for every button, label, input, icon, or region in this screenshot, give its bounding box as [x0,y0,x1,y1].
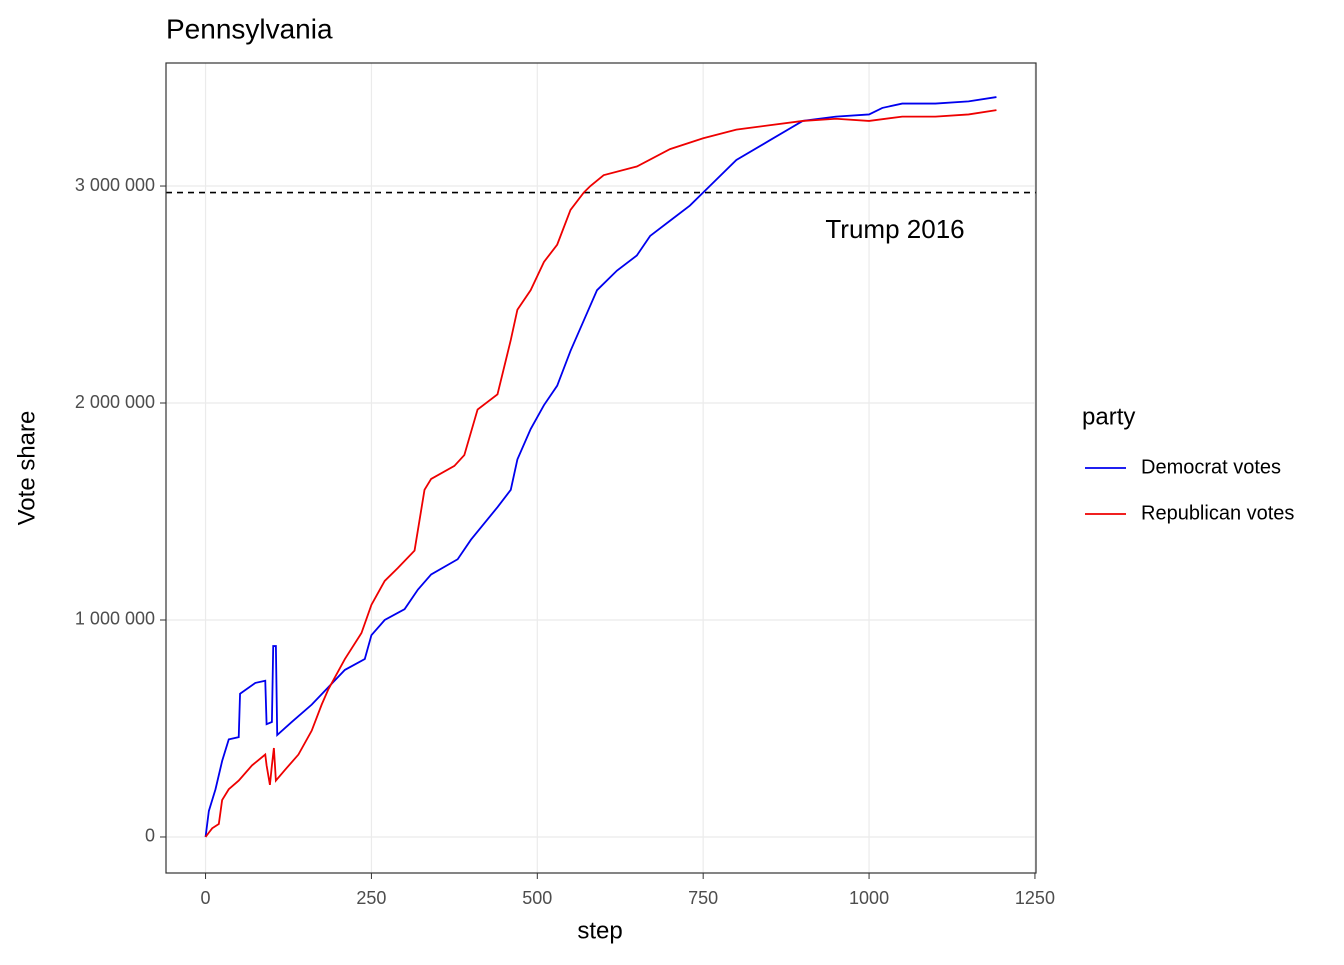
x-tick-label: 250 [356,888,386,908]
series-line [204,96,997,838]
plot-border [165,62,1037,874]
annotation: Trump 2016 [825,214,964,244]
x-axis-title: step [577,917,622,944]
y-axis-title: Vote share [13,411,40,526]
x-tick-label: 1250 [1015,888,1055,908]
y-tick-label: 1 000 000 [75,609,155,629]
chart-title: Pennsylvania [166,13,333,44]
y-tick-label: 0 [145,826,155,846]
legend: party Democrat votes Republican votes [1082,403,1294,524]
series-line [204,109,997,838]
x-tick-label: 0 [201,888,211,908]
y-tick-label: 2 000 000 [75,392,155,412]
x-tick-label: 500 [522,888,552,908]
legend-title: party [1082,403,1135,430]
grid [166,63,1036,873]
x-tick-label: 1000 [849,888,889,908]
legend-label: Democrat votes [1141,456,1281,478]
x-tick-label: 750 [688,888,718,908]
y-tick-label: 3 000 000 [75,175,155,195]
legend-label: Republican votes [1141,502,1294,524]
